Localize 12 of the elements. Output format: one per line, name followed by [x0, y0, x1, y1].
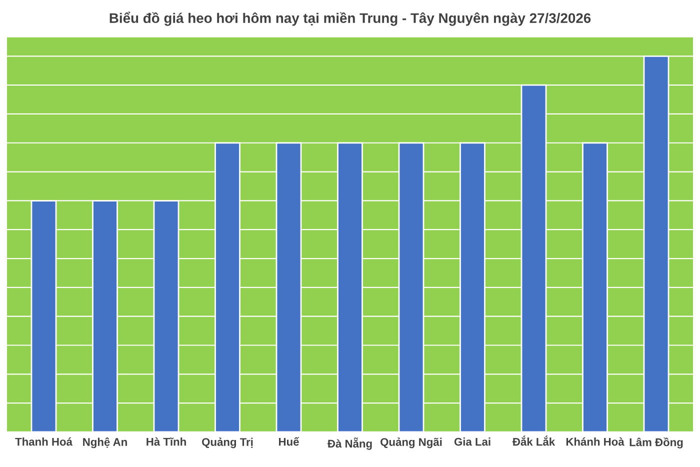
x-tick-label: Nghệ An [83, 438, 127, 448]
x-tick-label: Đắk Lắk [512, 436, 556, 446]
x-tick-label: Quảng Trị [202, 438, 253, 448]
x-tick-label: Quảng Ngãi [380, 438, 442, 448]
x-tick-label: Lâm Đồng [630, 438, 683, 448]
x-tick-label: Huế [279, 437, 300, 446]
x-tick-label: Thanh Hoá [15, 437, 72, 446]
x-tick-label: Đà Nẵng [328, 438, 372, 450]
x-tick-label: Gia Lai [454, 438, 490, 446]
x-tick-label: Khánh Hoà [566, 437, 624, 446]
x-tick-label: Hà Tĩnh [146, 437, 186, 446]
chart-title: Biểu đồ giá heo hơi hôm nay tại miền Trung - Tây Nguyên ngày 27/3/2026 [110, 12, 591, 26]
